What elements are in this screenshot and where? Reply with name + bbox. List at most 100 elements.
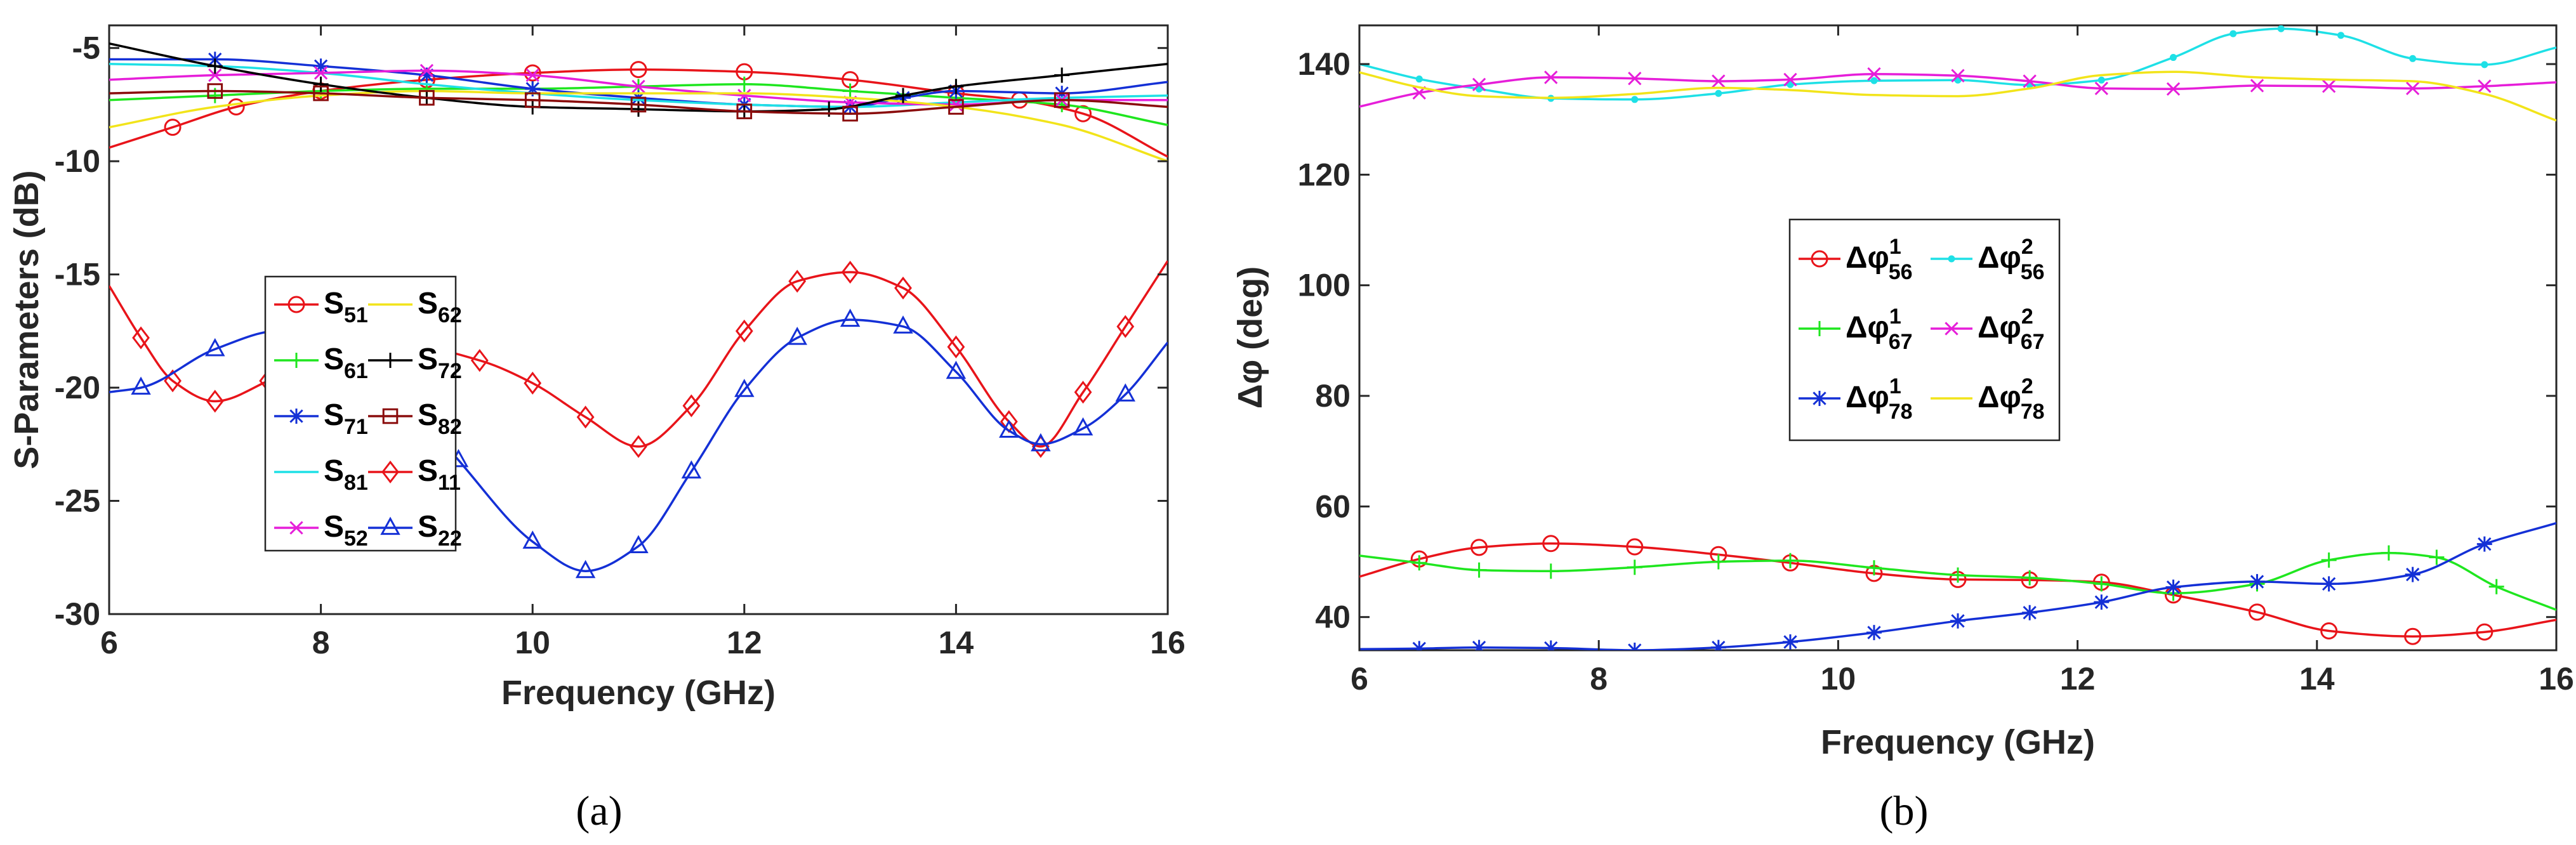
data-point <box>1470 539 1488 556</box>
x-tick-label: 8 <box>1590 661 1608 697</box>
data-point <box>946 360 967 379</box>
legend-label: Δφ2 67 <box>1978 305 2045 354</box>
data-point <box>1951 69 1965 82</box>
data-point <box>525 81 541 96</box>
data-point <box>470 349 489 372</box>
y-axis-label-b: Δφ (deg) <box>1231 266 1269 409</box>
data-point <box>893 315 913 334</box>
data-point <box>1471 562 1487 578</box>
x-tick-label: 8 <box>312 625 330 660</box>
legend-entry: Δφ2 56 <box>1931 235 2045 284</box>
data-point <box>576 405 595 429</box>
data-point <box>2094 594 2110 610</box>
series-dphi1-67 <box>1359 545 2556 612</box>
series-dphi1-78 <box>1359 521 2556 650</box>
legend-label: Δφ1 78 <box>1846 374 1913 424</box>
data-point <box>2166 82 2181 96</box>
data-point <box>736 103 753 119</box>
data-point <box>207 58 223 74</box>
y-tick-label: 100 <box>1298 268 1351 303</box>
legend-marker <box>1812 391 1827 406</box>
legend-label: S72 <box>418 343 462 383</box>
legend-entry: Δφ1 56 <box>1799 235 1913 284</box>
data-point <box>1950 567 1965 583</box>
legend-label: S52 <box>324 510 368 551</box>
data-point <box>524 92 541 108</box>
data-point <box>630 61 647 79</box>
data-point <box>1783 72 1797 87</box>
data-point <box>734 379 755 397</box>
data-point <box>948 99 964 115</box>
data-point <box>2022 570 2038 586</box>
legend-entry: Δφ2 78 <box>1931 374 2045 424</box>
data-point <box>2409 55 2417 62</box>
series-s-82 <box>109 83 1168 122</box>
data-point <box>2476 623 2493 641</box>
data-point <box>1074 105 1092 122</box>
data-point <box>1710 554 1726 570</box>
data-point <box>1628 72 1642 86</box>
y-tick-label: -20 <box>55 370 100 405</box>
legend-label: Δφ2 78 <box>1978 374 2045 424</box>
data-point <box>132 326 150 350</box>
legend-box <box>1788 218 2061 442</box>
data-point <box>2094 81 2108 96</box>
data-point <box>628 535 649 554</box>
data-point <box>2277 25 2285 32</box>
legend-marker <box>381 460 399 484</box>
legend-marker <box>289 409 304 424</box>
series-s-72 <box>109 42 1168 119</box>
data-point <box>227 98 245 115</box>
legend-label: S81 <box>324 454 368 495</box>
data-point <box>1543 640 1559 650</box>
chart-panel-a: 6 8 10 12 14 16 -30 -25 -20 -15 -10 -5 Frequency (G… <box>8 24 1186 834</box>
data-point <box>2321 576 2337 592</box>
legend-entry: S51 <box>274 287 368 327</box>
data-point <box>1054 67 1070 83</box>
data-point <box>1866 560 1882 576</box>
data-point <box>1411 641 1427 650</box>
data-point <box>419 89 435 106</box>
data-point <box>631 79 645 94</box>
series-line <box>109 89 1168 115</box>
series-line <box>109 58 1168 108</box>
data-point <box>736 76 752 92</box>
data-point <box>1544 70 1558 84</box>
data-point <box>575 560 596 579</box>
data-point <box>842 105 858 122</box>
data-point <box>1116 315 1135 338</box>
legend-marker <box>380 516 400 535</box>
data-point <box>737 88 751 103</box>
caption-a: (a) <box>576 788 622 834</box>
series-s-81 <box>109 62 1168 108</box>
data-point <box>1626 538 1644 556</box>
data-point <box>1115 383 1136 402</box>
legend-label: Δφ1 56 <box>1846 235 1913 284</box>
y-tick-label: 40 <box>1315 599 1351 635</box>
data-point <box>1472 77 1486 91</box>
data-point <box>1782 634 1798 650</box>
legend-entry: S62 <box>368 287 462 327</box>
data-point <box>1411 555 1427 571</box>
data-point <box>313 85 329 102</box>
data-point <box>2022 605 2038 620</box>
data-point <box>1031 433 1051 452</box>
x-tick-label: 14 <box>939 625 974 660</box>
data-point <box>1074 381 1092 404</box>
data-point <box>314 66 328 80</box>
data-point <box>630 96 647 113</box>
data-point <box>2488 579 2504 594</box>
series-line <box>1359 70 2556 122</box>
data-point <box>2249 573 2265 589</box>
legend-entry: Δφ2 67 <box>1931 305 2045 354</box>
x-tick-label: 6 <box>1351 661 1368 697</box>
legend-entry: S22 <box>368 510 462 551</box>
legend-label: S22 <box>418 510 462 551</box>
y-tick-label: 80 <box>1315 378 1351 414</box>
data-point <box>522 530 543 549</box>
data-point <box>524 64 541 82</box>
data-point <box>787 327 807 345</box>
legend-label: S82 <box>418 398 462 439</box>
legend-marker <box>289 521 303 535</box>
